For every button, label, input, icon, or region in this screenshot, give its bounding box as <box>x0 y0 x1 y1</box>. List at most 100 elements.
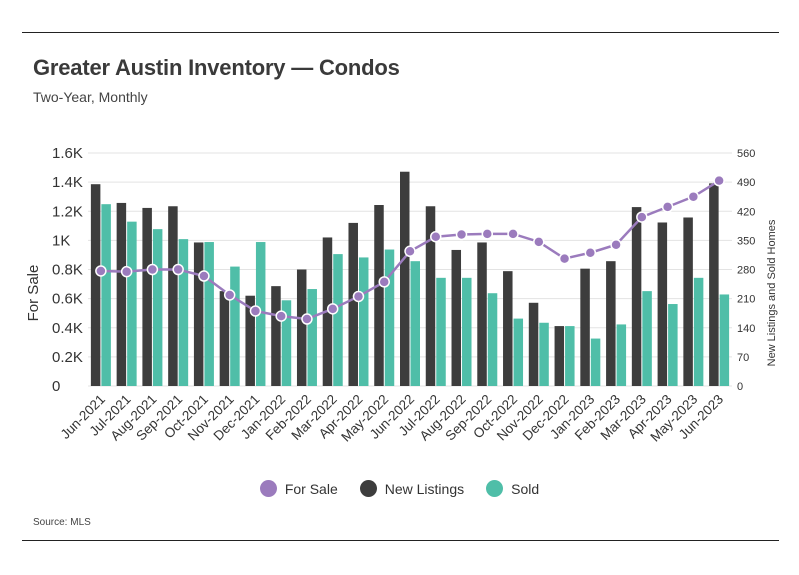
legend-item: For Sale <box>259 480 338 497</box>
for-sale-point <box>507 228 519 240</box>
bar-sold <box>565 326 575 386</box>
y-left-tick-label: 0 <box>52 378 60 395</box>
for-sale-point <box>687 190 700 203</box>
chart-title: Greater Austin Inventory — Condos <box>33 55 400 80</box>
for-sale-point <box>455 228 468 241</box>
bar-sold <box>358 257 369 386</box>
legend-item: New Listings <box>359 480 465 497</box>
legend-label: Sold <box>511 480 540 497</box>
bar-sold <box>101 204 111 386</box>
for-sale-point <box>95 265 107 277</box>
bar-new-listings <box>528 302 539 386</box>
for-sale-point <box>661 201 674 213</box>
legend-label: New Listings <box>384 480 465 497</box>
y-right-tick-label: 70 <box>737 352 749 364</box>
y-axis-left-title: For Sale <box>25 265 42 322</box>
bar-new-listings <box>631 207 642 386</box>
for-sale-point <box>352 290 365 303</box>
bar-sold <box>127 221 137 386</box>
for-sale-point <box>172 263 184 276</box>
for-sale-point <box>713 174 725 187</box>
bar-sold <box>693 277 704 386</box>
bar-sold <box>462 277 472 386</box>
for-sale-point <box>404 245 416 258</box>
bar-sold <box>410 261 420 386</box>
y-left-tick-label: 1.2K <box>52 203 83 220</box>
for-sale-point <box>198 270 210 282</box>
bar-sold <box>513 318 524 386</box>
top-rule <box>22 32 779 33</box>
for-sale-point <box>120 265 133 278</box>
bar-new-listings <box>451 249 462 386</box>
bar-new-listings <box>657 222 668 386</box>
legend: For Sale New Listings Sold <box>0 480 799 497</box>
legend-swatch <box>259 480 277 497</box>
y-right-tick-label: 0 <box>737 381 743 393</box>
y-left-tick-label: 0.2K <box>52 349 83 366</box>
legend-item: Sold <box>486 480 539 497</box>
bar-sold <box>642 291 652 386</box>
bar-sold <box>436 277 446 386</box>
y-right-tick-label: 420 <box>737 206 755 218</box>
bar-sold <box>668 304 678 386</box>
bar-sold <box>487 293 498 386</box>
bar-sold <box>307 289 317 386</box>
bar-new-listings <box>503 271 513 386</box>
bar-new-listings <box>90 184 101 386</box>
bar-new-listings <box>554 326 565 386</box>
line-layer <box>95 174 725 325</box>
y-left-tick-label: 1.4K <box>52 174 83 191</box>
y-left-tick-label: 0.4K <box>52 320 83 337</box>
bar-layer <box>90 171 730 386</box>
bar-new-listings <box>296 269 307 386</box>
y-right-tick-label: 490 <box>737 177 755 189</box>
y-right-tick-label: 140 <box>737 323 755 335</box>
bar-sold <box>333 254 343 386</box>
y-left-tick-label: 0.6K <box>52 291 83 308</box>
bar-new-listings <box>348 222 358 386</box>
for-sale-point <box>636 211 648 223</box>
bar-new-listings <box>425 206 436 386</box>
bar-new-listings <box>400 171 410 386</box>
source-note: Source: MLS <box>33 517 91 528</box>
bar-sold <box>230 266 240 386</box>
legend-label: For Sale <box>284 480 338 497</box>
bar-new-listings <box>271 286 281 386</box>
y-left-tick-label: 1K <box>52 232 70 249</box>
for-sale-point <box>584 247 597 259</box>
bar-new-listings <box>219 291 230 386</box>
bar-sold <box>539 322 549 386</box>
bar-new-listings <box>709 183 719 386</box>
bar-new-listings <box>477 242 487 386</box>
bar-sold <box>152 229 163 386</box>
for-sale-point <box>430 230 442 243</box>
y-right-tick-label: 560 <box>737 148 755 160</box>
legend-swatch <box>359 480 377 497</box>
bar-sold <box>590 338 601 386</box>
bar-sold <box>178 239 189 386</box>
bar-new-listings <box>580 268 590 386</box>
bar-new-listings <box>116 202 127 386</box>
y-right-tick-label: 210 <box>737 294 755 306</box>
for-sale-point <box>223 289 236 301</box>
for-sale-point <box>610 238 622 251</box>
legend-swatch <box>486 480 504 497</box>
for-sale-point <box>275 310 287 322</box>
for-sale-point <box>558 252 571 265</box>
bar-new-listings <box>606 261 616 386</box>
bar-new-listings <box>245 295 255 386</box>
bar-new-listings <box>683 217 693 386</box>
bar-sold <box>384 249 395 386</box>
bar-sold <box>204 242 214 386</box>
for-sale-point <box>146 263 159 276</box>
bar-new-listings <box>168 206 178 386</box>
for-sale-point <box>249 305 262 317</box>
chart-subtitle: Two-Year, Monthly <box>33 89 148 105</box>
y-left-tick-label: 0.8K <box>52 262 83 279</box>
for-sale-point <box>378 276 390 288</box>
bar-sold <box>719 294 730 386</box>
bar-new-listings <box>193 242 204 386</box>
y-left-tick-label: 1.6K <box>52 145 83 162</box>
y-right-tick-label: 280 <box>737 265 755 277</box>
y-axis-right-title: New Listings and Sold Homes <box>766 219 778 366</box>
